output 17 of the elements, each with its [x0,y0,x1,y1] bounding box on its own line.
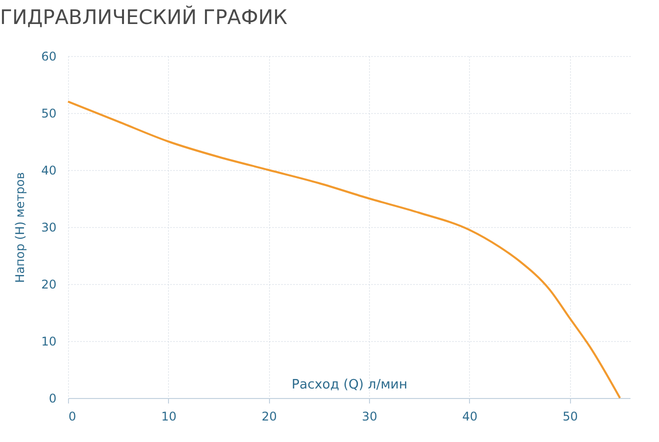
x-tick-label: 30 [362,410,378,424]
y-tick-label: 60 [41,50,56,64]
y-tick-label: 30 [41,220,56,234]
x-tick-label: 50 [562,410,578,424]
y-tick-label: 20 [41,278,56,292]
y-tick-label: 40 [41,164,56,178]
y-tick-label: 10 [41,334,56,348]
line-series [67,100,621,399]
x-tick-label: 10 [161,410,176,424]
x-tick-label: 40 [462,410,478,424]
y-axis-title: Напор (H) метров [13,172,28,283]
y-tick-label: 50 [41,106,56,120]
x-tick-label: 20 [262,410,277,424]
x-axis-title: Расход (Q) л/мин [292,378,408,392]
chart-title: ГИДРАВЛИЧЕСКИЙ ГРАФИК [0,5,288,29]
x-tick-label: 0 [68,410,76,424]
y-tick-label: 0 [48,392,56,406]
